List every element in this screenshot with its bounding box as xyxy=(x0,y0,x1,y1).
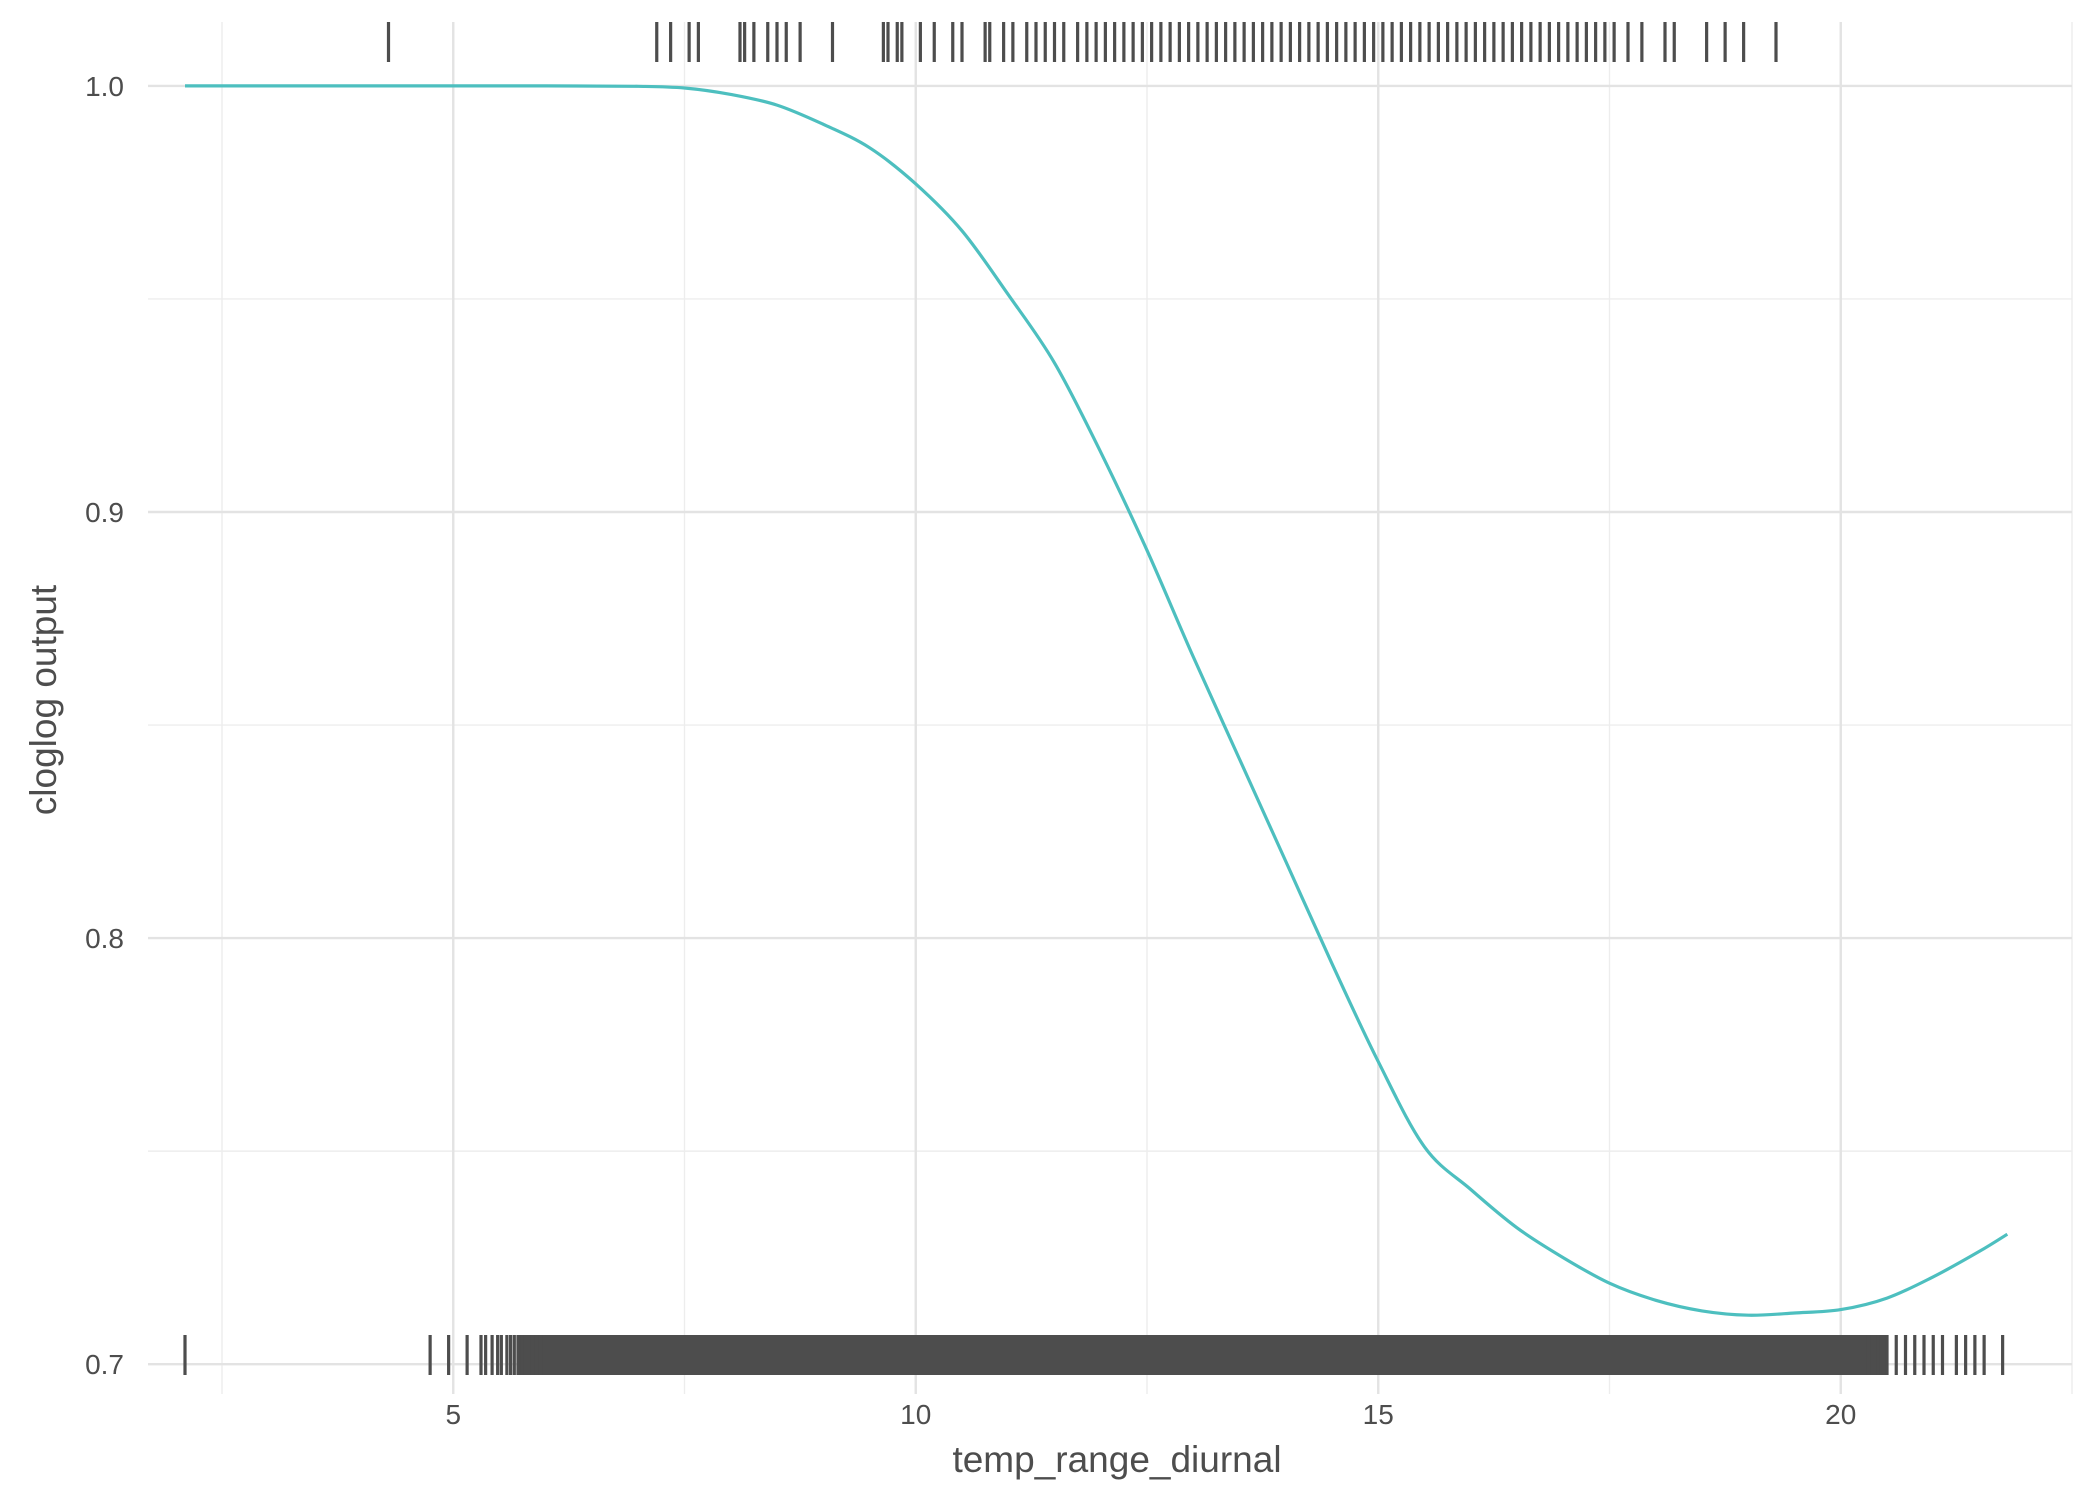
y-tick-label: 0.7 xyxy=(85,1349,124,1380)
rug-top xyxy=(386,22,1778,62)
x-tick-labels: 5 10 15 20 xyxy=(445,1399,1856,1430)
rug-bottom xyxy=(183,1335,2005,1375)
y-axis-title: cloglog output xyxy=(23,584,64,815)
x-axis-title: temp_range_diurnal xyxy=(952,1439,1281,1480)
x-tick-label: 10 xyxy=(900,1399,931,1430)
y-tick-labels: 0.7 0.8 0.9 1.0 xyxy=(85,71,124,1380)
grid-minor xyxy=(148,22,2073,1394)
series-line xyxy=(184,84,2009,1317)
x-tick-label: 15 xyxy=(1363,1399,1394,1430)
rug-dense-band xyxy=(518,1335,1887,1375)
y-tick-label: 0.9 xyxy=(85,497,124,528)
x-tick-label: 20 xyxy=(1825,1399,1856,1430)
y-tick-label: 1.0 xyxy=(85,71,124,102)
x-tick-label: 5 xyxy=(445,1399,461,1430)
grid-major xyxy=(148,22,2072,1394)
y-tick-label: 0.8 xyxy=(85,923,124,954)
